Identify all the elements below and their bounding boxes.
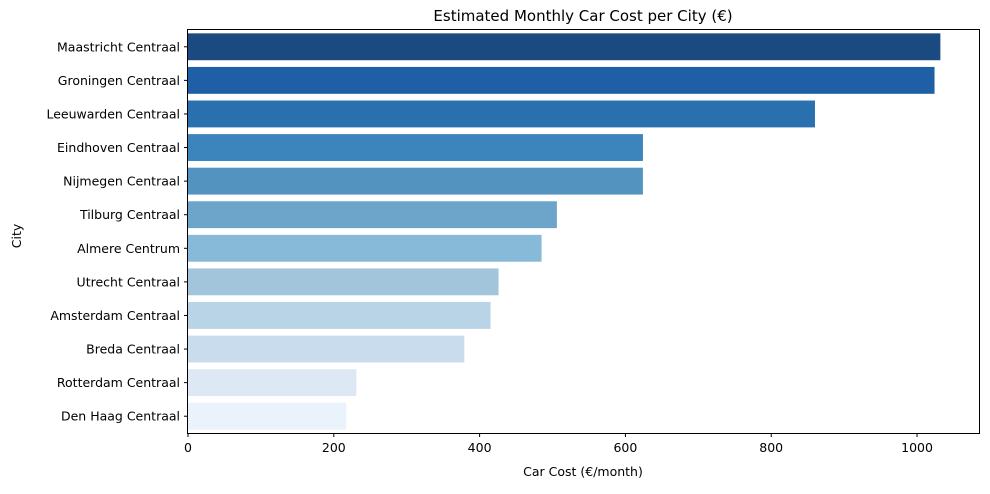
- bar: [188, 66, 935, 94]
- bar: [188, 402, 347, 430]
- bar: [188, 234, 542, 262]
- x-axis-label: Car Cost (€/month): [523, 464, 643, 479]
- x-axis-ticks: 0 200 400 600 800 1000: [184, 433, 933, 455]
- y-tick-label: Den Haag Centraal: [61, 409, 180, 424]
- bar: [188, 100, 815, 128]
- bar: [188, 302, 491, 329]
- bar: [188, 167, 643, 195]
- x-tick-label: 200: [322, 440, 346, 455]
- y-tick-label: Maastricht Centraal: [57, 39, 180, 54]
- y-tick-label: Utrecht Centraal: [77, 274, 180, 289]
- bar: [188, 33, 941, 61]
- bar: [188, 335, 465, 363]
- x-tick-label: 1000: [901, 440, 933, 455]
- y-tick-label: Breda Centraal: [86, 342, 180, 357]
- y-tick-label: Rotterdam Centraal: [57, 375, 180, 390]
- bar: [188, 201, 557, 229]
- x-tick-label: 800: [759, 440, 783, 455]
- x-tick-label: 0: [184, 440, 192, 455]
- y-tick-label: Tilburg Centraal: [79, 207, 180, 222]
- y-tick-label: Eindhoven Centraal: [57, 140, 180, 155]
- x-tick-label: 600: [613, 440, 637, 455]
- chart-title: Estimated Monthly Car Cost per City (€): [433, 7, 732, 25]
- y-tick-label: Almere Centrum: [77, 241, 180, 256]
- plot-frame: [187, 29, 980, 434]
- bars-group: [188, 33, 941, 430]
- bar: [188, 134, 643, 161]
- y-tick-label: Amsterdam Centraal: [50, 308, 180, 323]
- y-axis-label: City: [9, 223, 24, 248]
- bar: [188, 268, 499, 296]
- x-tick-label: 400: [468, 440, 492, 455]
- y-axis-ticks: Maastricht Centraal Groningen Centraal Lee…: [46, 39, 188, 424]
- y-tick-label: Nijmegen Centraal: [63, 174, 180, 189]
- y-tick-label: Leeuwarden Centraal: [46, 106, 180, 121]
- bar: [188, 369, 357, 397]
- y-tick-label: Groningen Centraal: [58, 73, 180, 88]
